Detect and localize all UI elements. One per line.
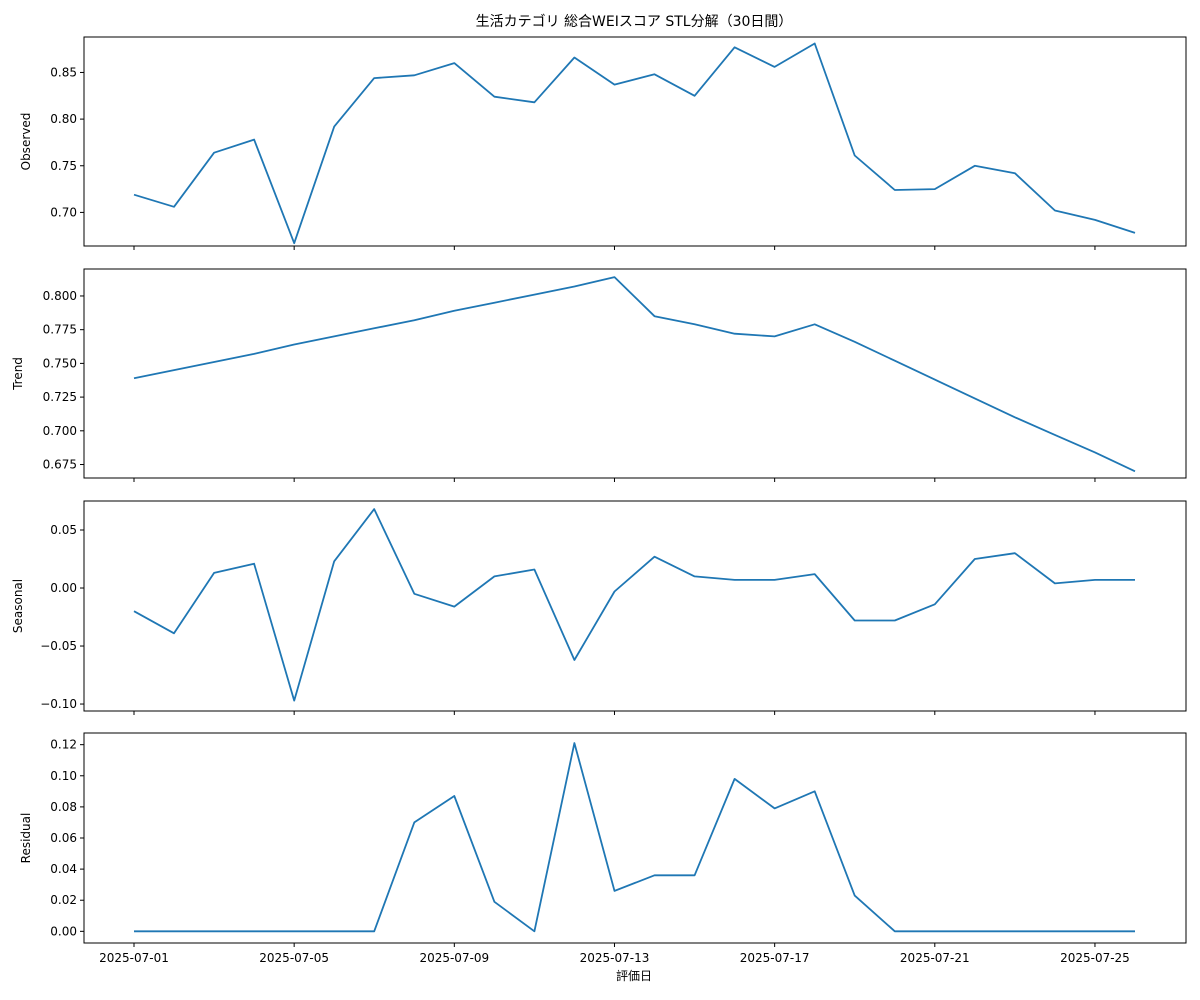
- y-tick-label: 0.85: [50, 65, 77, 79]
- y-axis-label-trend: Trend: [11, 357, 25, 391]
- y-tick-label: 0.675: [43, 458, 77, 472]
- axes-frame: [83, 500, 1187, 712]
- x-tick-label: 2025-07-17: [740, 951, 810, 965]
- axes-frame: [83, 732, 1187, 944]
- y-tick-label: 0.80: [50, 112, 77, 126]
- x-tick-label: 2025-07-25: [1060, 951, 1130, 965]
- y-tick-label: 0.06: [50, 831, 77, 845]
- axes-frame: [83, 36, 1187, 247]
- axes-frame: [83, 268, 1187, 479]
- y-tick-label: 0.04: [50, 862, 77, 876]
- series-line-trend: [133, 276, 1136, 473]
- y-tick-label: 0.00: [50, 581, 77, 595]
- y-tick-label: 0.800: [43, 289, 77, 303]
- chart-title: 生活カテゴリ 総合WEIスコア STL分解（30日間）: [476, 13, 793, 30]
- y-axis-label-residual: Residual: [19, 813, 33, 864]
- y-axis-label-observed: Observed: [19, 113, 33, 171]
- y-tick-label: 0.75: [50, 159, 77, 173]
- panel-seasonal: −0.10 −0.05 0.00 0.05 Seasonal: [11, 500, 1187, 715]
- series-line-observed: [133, 42, 1136, 245]
- panel-residual: 0.00 0.02 0.04 0.06 0.08 0.10 0.12 2025-07-01 20…: [19, 732, 1187, 965]
- x-axis-label: 評価日: [616, 968, 652, 983]
- y-tick-label: 0.05: [50, 523, 77, 537]
- series-line-seasonal: [133, 508, 1135, 702]
- panel-trend: 0.675 0.700 0.725 0.750 0.775 0.800 Trend: [11, 268, 1187, 482]
- series-line-residual: [134, 742, 1135, 933]
- x-tick-label: 2025-07-01: [99, 951, 169, 965]
- y-tick-label: 0.70: [50, 205, 77, 219]
- panels: 0.700.750.800.85Observed0.6750.7000.7250…: [11, 36, 1187, 965]
- y-tick-label: −0.10: [40, 697, 77, 711]
- y-tick-label: 0.02: [50, 893, 77, 907]
- y-tick-label: 0.12: [50, 738, 77, 752]
- y-tick-label: 0.775: [43, 323, 77, 337]
- x-tick-label: 2025-07-09: [419, 951, 489, 965]
- x-tick-label: 2025-07-13: [580, 951, 650, 965]
- y-tick-label: 0.700: [43, 424, 77, 438]
- y-tick-label: 0.750: [43, 356, 77, 370]
- x-tick-label: 2025-07-21: [900, 951, 970, 965]
- y-tick-label: −0.05: [40, 639, 77, 653]
- y-tick-label: 0.10: [50, 769, 77, 783]
- y-axis-label-seasonal: Seasonal: [11, 579, 25, 633]
- panel-observed: 0.70 0.75 0.80 0.85 Observed: [19, 36, 1187, 250]
- y-tick-label: 0.00: [50, 924, 77, 938]
- y-tick-label: 0.08: [50, 800, 77, 814]
- x-tick-label: 2025-07-05: [259, 951, 329, 965]
- y-tick-label: 0.725: [43, 390, 77, 404]
